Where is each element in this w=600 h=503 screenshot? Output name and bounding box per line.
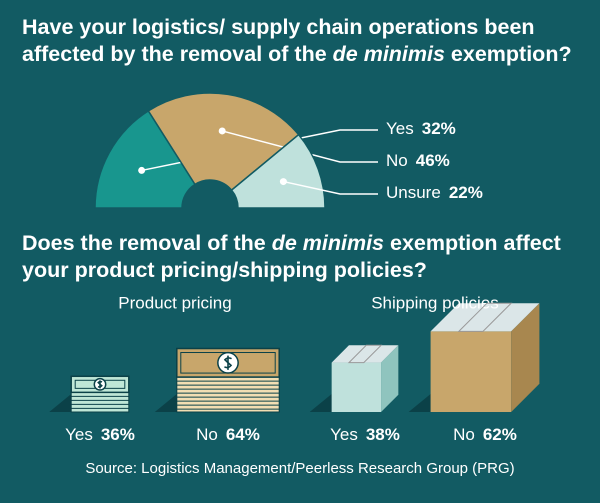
shadow	[154, 394, 177, 412]
bill-stack	[154, 347, 280, 413]
value-label-group: No 64%	[196, 425, 260, 444]
value-label: 46%	[416, 151, 450, 170]
leader-line	[283, 180, 378, 195]
title-text: Have your logistics/ supply chain operat…	[22, 15, 535, 66]
box-tape	[457, 302, 513, 332]
section-text: exemption affect your product pricing/sh…	[22, 231, 561, 282]
value-label-group: No 46%	[386, 151, 450, 170]
value-label: 62%	[483, 425, 517, 444]
section-text: Does the removal of the	[22, 231, 272, 255]
shadow	[408, 394, 431, 412]
shadow	[309, 394, 332, 412]
value-label: 22%	[449, 183, 483, 202]
box-front	[331, 362, 382, 412]
leader-dot	[279, 178, 287, 186]
value-label: 32%	[422, 119, 456, 138]
leader-dot	[218, 127, 226, 135]
category-label: Yes	[65, 425, 93, 444]
category-label: No	[453, 425, 475, 444]
shadow	[49, 394, 72, 412]
value-label-group: Yes 36%	[65, 425, 135, 444]
category-label: Yes	[330, 425, 358, 444]
value-label-group: Unsure 22%	[386, 183, 483, 202]
section-italic: de minimis	[271, 231, 385, 255]
category-label: Unsure	[386, 183, 441, 202]
title-text: exemption?	[444, 42, 572, 66]
value-label: 64%	[226, 425, 260, 444]
box-side	[381, 345, 399, 412]
leader-line	[222, 130, 378, 163]
slice	[147, 92, 300, 192]
box	[309, 344, 399, 412]
chart-title: Product pricing	[118, 293, 231, 312]
value-label-group: Yes 32%	[386, 119, 456, 138]
category-label: Yes	[386, 119, 414, 138]
dollar	[223, 355, 233, 370]
dollar	[97, 380, 103, 389]
value-label: 38%	[366, 425, 400, 444]
slice	[230, 133, 326, 209]
value-label-group: No 62%	[453, 425, 517, 444]
leader-dot	[138, 166, 146, 174]
section-title: Does the removal of the de minimis exemp…	[22, 230, 592, 284]
title-italic: de minimis	[332, 42, 445, 66]
box-front	[430, 331, 512, 412]
box	[408, 302, 540, 412]
box-side	[511, 303, 540, 412]
value-label-group: Yes 38%	[330, 425, 400, 444]
question-title: Have your logistics/ supply chain operat…	[22, 14, 592, 68]
box-top	[430, 303, 540, 332]
slice	[94, 109, 197, 209]
category-label: No	[386, 151, 408, 170]
box-top	[331, 345, 399, 363]
category-label: No	[196, 425, 218, 444]
box-tape	[347, 344, 383, 364]
source: Source: Logistics Management/Peerless Re…	[85, 460, 515, 477]
value-label: 36%	[101, 425, 135, 444]
bill-stack	[49, 375, 130, 413]
